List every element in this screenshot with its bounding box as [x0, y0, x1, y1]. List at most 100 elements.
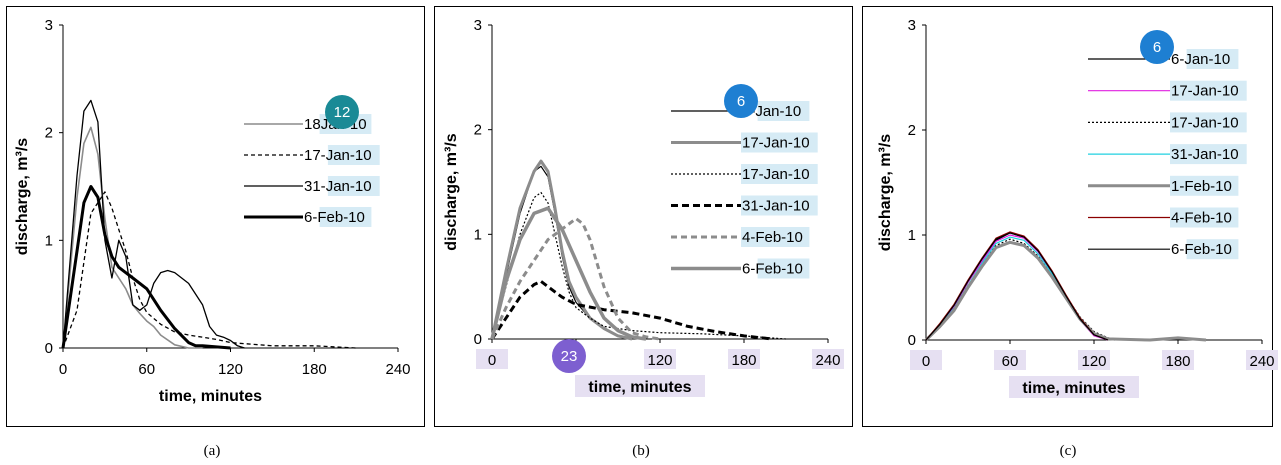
legend-highlight [757, 101, 810, 121]
y-axis-label: discharge, m³/s [877, 134, 894, 251]
x-tick-label: 180 [1165, 353, 1190, 370]
series-line-1 [62, 126, 203, 349]
legend-highlight [741, 132, 818, 153]
x-tick-highlight [1246, 350, 1278, 370]
x-tick-highlight [1078, 350, 1110, 370]
legend-highlight [1186, 49, 1239, 69]
y-tick-label: 2 [474, 122, 482, 139]
x-axis-label: time, minutes [159, 388, 262, 405]
x-tick-label: 180 [731, 352, 756, 369]
chart-panel-b: 0 1 2 3 0 120 180 240 time, minutes discharge, m³… [434, 6, 853, 459]
legend-highlight [741, 195, 818, 216]
x-tick-label: 240 [385, 361, 410, 378]
legend-highlight [741, 227, 810, 247]
y-axis-label: discharge, m³/s [14, 138, 31, 255]
legend-label: 4-Feb-10 [1171, 210, 1232, 227]
x-tick-label: 240 [815, 352, 840, 369]
badge-label: 12 [334, 104, 351, 121]
legend-label: 1-Feb-10 [1171, 178, 1232, 195]
series-line-3 [491, 191, 787, 340]
x-label-highlight [1009, 376, 1139, 398]
series-line-4 [490, 279, 773, 341]
x-tick-label: 60 [138, 361, 155, 378]
y-tick-label: 3 [908, 17, 916, 34]
x-tick-label: 120 [647, 352, 672, 369]
legend-highlight [1186, 239, 1239, 260]
y-tick-label: 2 [908, 122, 916, 139]
legend-highlight [1170, 80, 1247, 101]
annotation-badge: 12 [325, 95, 359, 129]
x-label-highlight [575, 375, 705, 397]
series-line-5 [490, 217, 661, 341]
legend-label: 17-Jan-10 [304, 147, 372, 164]
panel-caption: (b) [632, 443, 650, 459]
series-line-5 [924, 240, 1207, 342]
y-axis-label: discharge, m³/s [443, 133, 460, 250]
legend-label: 17-Jan-10 [1171, 114, 1239, 131]
legend-highlight [327, 176, 380, 196]
legend-highlight [757, 258, 810, 279]
badge-label: 6 [737, 93, 745, 110]
chart-panel-c: 0 1 2 3 0 60 120 180 240 time, minutes discharge, … [862, 6, 1278, 459]
legend-label: 4-Feb-10 [742, 229, 803, 246]
y-tick-label: 0 [474, 331, 482, 348]
x-tick-label: 120 [1081, 353, 1106, 370]
badge-circle [325, 95, 359, 129]
panel-frame [434, 6, 853, 427]
series-line-6 [490, 206, 647, 341]
legend-label: 17-Jan-10 [1171, 83, 1239, 100]
x-tick-label: 0 [922, 353, 930, 370]
x-tick-highlight [644, 349, 676, 369]
series-line-4 [61, 185, 231, 350]
legend-highlight [1170, 175, 1239, 196]
x-tick-label: 240 [1249, 353, 1274, 370]
legend-highlight [1170, 207, 1239, 228]
y-tick-label: 1 [45, 232, 53, 249]
legend-label: 6-Feb-10 [1171, 241, 1232, 258]
legend-label: 31-Jan-10 [742, 198, 810, 215]
x-axis-label: time, minutes [1022, 380, 1125, 397]
legend-highlight [327, 145, 380, 165]
legend-highlight [741, 164, 818, 184]
x-tick-highlight [728, 349, 760, 369]
series-line-2 [490, 159, 633, 341]
legend-label: 31-Jan-10 [1171, 146, 1239, 163]
y-tick-label: 2 [45, 125, 53, 142]
legend-highlight [319, 207, 372, 227]
legend-label: 6-Feb-10 [304, 209, 365, 226]
x-tick-label: 0 [59, 361, 67, 378]
y-tick-label: 3 [474, 17, 482, 34]
badge-circle [724, 84, 758, 118]
x-tick-label: 60 [1002, 353, 1019, 370]
y-tick-label: 3 [45, 17, 53, 34]
badge-circle [552, 339, 586, 373]
x-tick-label: 180 [302, 361, 327, 378]
x-tick-highlight [1162, 350, 1194, 370]
badge-label: 6 [1153, 39, 1161, 56]
legend-label: 31-Jan-10 [304, 178, 372, 195]
x-tick-label: 120 [218, 361, 243, 378]
legend-label: 17-Jan-10 [742, 135, 810, 152]
y-tick-label: 1 [474, 226, 482, 243]
x-tick-label: 0 [488, 352, 496, 369]
y-tick-label: 0 [908, 332, 916, 349]
series-line-2 [62, 191, 357, 349]
legend-label: 17-Jan-10 [742, 166, 810, 183]
legend-label: 6-Jan-10 [1171, 51, 1230, 68]
panel-caption: (c) [1060, 443, 1077, 459]
panel-caption: (a) [204, 443, 221, 459]
annotation-badge: 6 [724, 84, 758, 118]
x-tick-highlight [476, 349, 508, 369]
x-tick-highlight [812, 349, 844, 369]
legend-highlight [1170, 112, 1247, 133]
legend-label: 6-Feb-10 [742, 261, 803, 278]
badge-circle [1140, 30, 1174, 64]
x-tick-highlight [994, 350, 1026, 370]
x-axis-label: time, minutes [588, 379, 691, 396]
y-tick-label: 1 [908, 227, 916, 244]
series-line-7 [925, 232, 1109, 341]
legend-highlight [1170, 144, 1247, 165]
x-tick-highlight [910, 350, 942, 370]
